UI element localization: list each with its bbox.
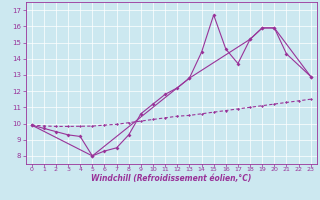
X-axis label: Windchill (Refroidissement éolien,°C): Windchill (Refroidissement éolien,°C): [91, 174, 252, 183]
